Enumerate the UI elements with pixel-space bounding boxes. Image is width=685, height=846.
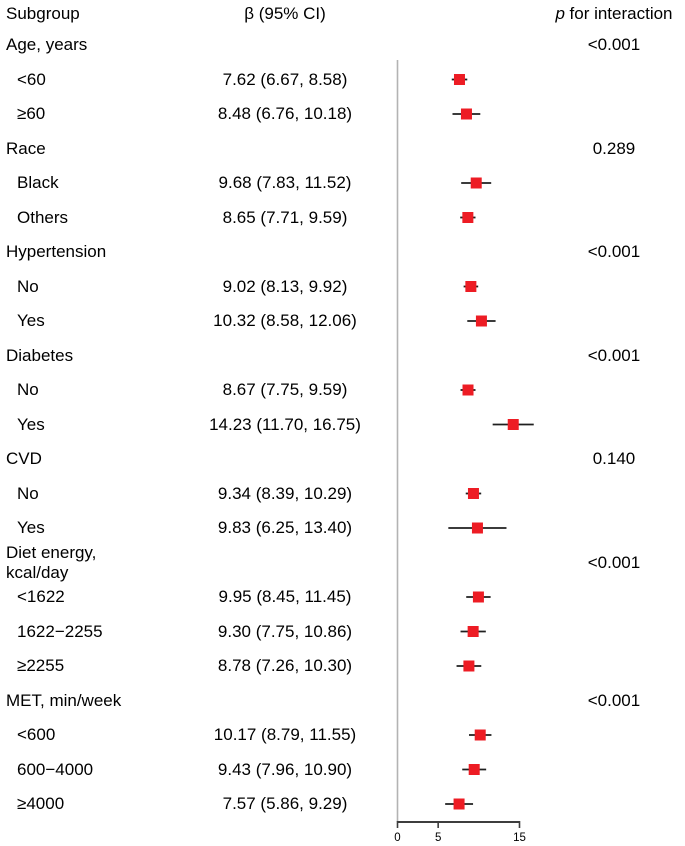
item-label: Black <box>17 173 59 192</box>
ci-value: 9.43 (7.96, 10.90) <box>217 759 353 779</box>
ci-value: 14.23 (11.70, 16.75) <box>209 414 361 434</box>
subgroup-row: <1622 9.95 (8.45, 11.45) <box>0 580 685 615</box>
item-label: Yes <box>17 414 45 434</box>
x-axis-tick-label: 15 <box>513 832 526 844</box>
subgroup-row: Race 0.289 <box>0 131 685 166</box>
subgroup-row: 600−4000 9.43 (7.96, 10.90) <box>0 752 685 787</box>
group-label: Hypertension <box>6 242 107 261</box>
item-label: 1622−2255 <box>17 621 103 641</box>
subgroup-row: No 9.02 (8.13, 9.92) <box>0 269 685 304</box>
subgroup-row: ≥4000 7.57 (5.86, 9.29) <box>0 787 685 822</box>
group-label: Diabetes <box>6 345 74 365</box>
ci-value: 7.62 (6.67, 8.58) <box>222 69 348 89</box>
subgroup-row: No 9.34 (8.39, 10.29) <box>0 476 685 511</box>
p-value: <0.001 <box>587 345 641 365</box>
p-value: <0.001 <box>587 690 641 710</box>
ci-value: 10.17 (8.79, 11.55) <box>213 725 357 744</box>
subgroup-row: Hypertension <0.001 <box>0 235 685 270</box>
item-label: Yes <box>17 518 45 537</box>
item-label: No <box>17 380 39 399</box>
item-label: No <box>17 483 39 503</box>
subgroup-row: <600 10.17 (8.79, 11.55) <box>0 718 685 753</box>
ci-value: 9.02 (8.13, 9.92) <box>222 276 348 296</box>
p-value: <0.001 <box>587 552 641 572</box>
ci-value: 9.68 (7.83, 11.52) <box>218 173 352 192</box>
group-label: Age, years <box>6 35 88 54</box>
column-header-beta-ci: β (95% CI) <box>244 4 326 23</box>
group-label: Race <box>6 138 46 158</box>
ci-value: 8.67 (7.75, 9.59) <box>222 380 348 399</box>
item-label: ≥60 <box>17 104 46 123</box>
p-value: 0.289 <box>592 138 636 158</box>
ci-value: 8.78 (7.26, 10.30) <box>217 656 353 675</box>
subgroup-row: No 8.67 (7.75, 9.59) <box>0 373 685 408</box>
subgroup-row: Black 9.68 (7.83, 11.52) <box>0 166 685 201</box>
item-label: ≥2255 <box>17 656 65 675</box>
x-axis-tick-label: 5 <box>435 832 441 844</box>
ci-value: 7.57 (5.86, 9.29) <box>222 794 348 813</box>
subgroup-row: Age, years <0.001 <box>0 28 685 63</box>
group-label: Diet energy, kcal/day <box>6 542 97 582</box>
subgroup-row: <60 7.62 (6.67, 8.58) <box>0 62 685 97</box>
item-label: Others <box>17 207 69 227</box>
subgroup-row: Others 8.65 (7.71, 9.59) <box>0 200 685 235</box>
subgroup-row: MET, min/week <0.001 <box>0 683 685 718</box>
subgroup-row: ≥2255 8.78 (7.26, 10.30) <box>0 649 685 684</box>
subgroup-row: CVD 0.140 <box>0 442 685 477</box>
subgroup-row: Yes 9.83 (6.25, 13.40) <box>0 511 685 546</box>
group-label: CVD <box>6 449 42 468</box>
ci-value: 9.83 (6.25, 13.40) <box>217 518 353 537</box>
column-header-subgroup: Subgroup <box>6 4 80 23</box>
column-header-p-interaction: p for interaction <box>545 4 683 24</box>
item-label: <60 <box>17 69 46 89</box>
item-label: No <box>17 276 39 296</box>
item-label: <600 <box>17 725 56 744</box>
item-label: Yes <box>17 311 45 330</box>
ci-value: 9.95 (8.45, 11.45) <box>218 587 352 606</box>
p-value: <0.001 <box>587 35 641 54</box>
subgroup-row: 1622−2255 9.30 (7.75, 10.86) <box>0 614 685 649</box>
ci-value: 8.48 (6.76, 10.18) <box>217 104 353 123</box>
x-axis-tick-label: 0 <box>394 832 400 844</box>
subgroup-row: Diabetes <0.001 <box>0 338 685 373</box>
subgroup-row: Diet energy, kcal/day <0.001 <box>0 542 685 582</box>
ci-value: 9.34 (8.39, 10.29) <box>217 483 353 503</box>
group-label: MET, min/week <box>6 690 122 710</box>
ci-value: 8.65 (7.71, 9.59) <box>222 207 348 227</box>
subgroup-row: Yes 14.23 (11.70, 16.75) <box>0 407 685 442</box>
p-value: <0.001 <box>587 242 641 261</box>
subgroup-row: Yes 10.32 (8.58, 12.06) <box>0 304 685 339</box>
ci-value: 9.30 (7.75, 10.86) <box>217 621 353 641</box>
item-label: <1622 <box>17 587 65 606</box>
item-label: 600−4000 <box>17 759 94 779</box>
p-symbol: p <box>555 4 565 23</box>
item-label: ≥4000 <box>17 794 65 813</box>
ci-value: 10.32 (8.58, 12.06) <box>213 311 357 330</box>
p-interaction-text: for interaction <box>569 4 673 23</box>
column-headers: Subgroup β (95% CI) p for interaction <box>0 0 685 28</box>
p-value: 0.140 <box>592 449 636 468</box>
subgroup-row: ≥60 8.48 (6.76, 10.18) <box>0 97 685 132</box>
